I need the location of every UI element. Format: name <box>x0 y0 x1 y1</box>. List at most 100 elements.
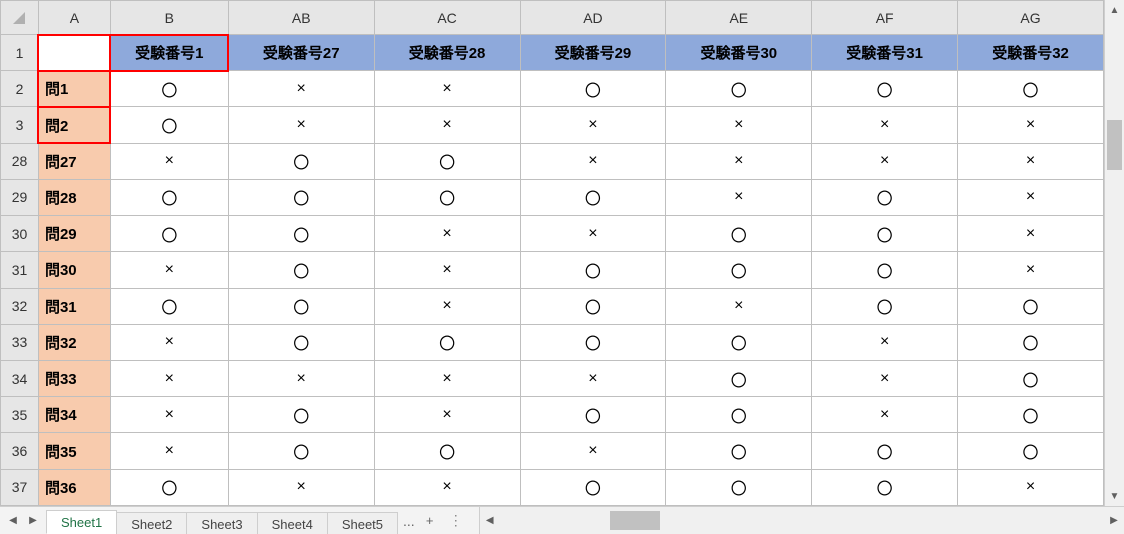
exam-number-header[interactable]: 受験番号31 <box>812 35 958 71</box>
cell-A1[interactable] <box>38 35 110 71</box>
tab-nav-prev-icon[interactable]: ◀ <box>4 512 22 530</box>
answer-cell[interactable]: 〇 <box>958 433 1104 469</box>
row-header[interactable]: 31 <box>1 252 39 288</box>
col-header-AG[interactable]: AG <box>958 1 1104 35</box>
answer-cell[interactable]: 〇 <box>812 71 958 107</box>
scroll-up-arrow-icon[interactable]: ▲ <box>1105 0 1124 20</box>
sheet-tab[interactable]: Sheet4 <box>257 512 328 534</box>
answer-cell[interactable]: 〇 <box>520 397 666 433</box>
answer-cell[interactable]: × <box>666 143 812 179</box>
scroll-left-arrow-icon[interactable]: ◀ <box>480 507 500 534</box>
row-header[interactable]: 2 <box>1 71 39 107</box>
exam-number-header[interactable]: 受験番号30 <box>666 35 812 71</box>
vscroll-thumb[interactable] <box>1107 120 1122 170</box>
row-header[interactable]: 1 <box>1 35 39 71</box>
answer-cell[interactable]: × <box>812 360 958 396</box>
answer-cell[interactable]: × <box>666 288 812 324</box>
col-header-AD[interactable]: AD <box>520 1 666 35</box>
answer-cell[interactable]: 〇 <box>110 469 228 505</box>
answer-cell[interactable]: × <box>374 288 520 324</box>
question-label[interactable]: 問34 <box>38 397 110 433</box>
answer-cell[interactable]: 〇 <box>520 469 666 505</box>
row-header[interactable]: 32 <box>1 288 39 324</box>
answer-cell[interactable]: × <box>958 107 1104 143</box>
answer-cell[interactable]: × <box>666 107 812 143</box>
col-header-AE[interactable]: AE <box>666 1 812 35</box>
answer-cell[interactable]: 〇 <box>666 216 812 252</box>
answer-cell[interactable]: 〇 <box>958 288 1104 324</box>
answer-cell[interactable]: 〇 <box>958 71 1104 107</box>
col-header-AF[interactable]: AF <box>812 1 958 35</box>
answer-cell[interactable]: × <box>520 433 666 469</box>
exam-number-header[interactable]: 受験番号29 <box>520 35 666 71</box>
answer-cell[interactable]: 〇 <box>374 143 520 179</box>
question-label[interactable]: 問2 <box>38 107 110 143</box>
row-header[interactable]: 36 <box>1 433 39 469</box>
answer-cell[interactable]: × <box>520 360 666 396</box>
horizontal-scrollbar[interactable]: ◀ ▶ <box>479 507 1124 534</box>
scroll-down-arrow-icon[interactable]: ▼ <box>1105 486 1124 506</box>
answer-cell[interactable]: 〇 <box>812 252 958 288</box>
exam-number-header[interactable]: 受験番号32 <box>958 35 1104 71</box>
question-label[interactable]: 問36 <box>38 469 110 505</box>
col-header-AC[interactable]: AC <box>374 1 520 35</box>
answer-cell[interactable]: 〇 <box>110 179 228 215</box>
answer-cell[interactable]: 〇 <box>520 288 666 324</box>
answer-cell[interactable]: 〇 <box>228 143 374 179</box>
answer-cell[interactable]: 〇 <box>666 324 812 360</box>
answer-cell[interactable]: 〇 <box>228 216 374 252</box>
answer-cell[interactable]: × <box>110 433 228 469</box>
answer-cell[interactable]: 〇 <box>110 288 228 324</box>
answer-cell[interactable]: 〇 <box>666 433 812 469</box>
answer-cell[interactable]: × <box>110 324 228 360</box>
answer-cell[interactable]: × <box>812 143 958 179</box>
answer-cell[interactable]: × <box>374 252 520 288</box>
answer-cell[interactable]: × <box>812 324 958 360</box>
scroll-right-arrow-icon[interactable]: ▶ <box>1104 507 1124 534</box>
row-header[interactable]: 28 <box>1 143 39 179</box>
sheet-tab[interactable]: Sheet1 <box>46 510 117 534</box>
row-header[interactable]: 35 <box>1 397 39 433</box>
answer-cell[interactable]: × <box>228 469 374 505</box>
answer-cell[interactable]: × <box>520 143 666 179</box>
sheet-tab[interactable]: Sheet5 <box>327 512 398 534</box>
sheet-tab[interactable]: Sheet2 <box>116 512 187 534</box>
answer-cell[interactable]: × <box>374 397 520 433</box>
answer-cell[interactable]: 〇 <box>666 252 812 288</box>
select-all-corner[interactable] <box>1 1 39 35</box>
answer-cell[interactable]: × <box>374 107 520 143</box>
sheet-tab[interactable]: Sheet3 <box>186 512 257 534</box>
answer-cell[interactable]: × <box>374 360 520 396</box>
answer-cell[interactable]: × <box>666 179 812 215</box>
answer-cell[interactable]: 〇 <box>374 433 520 469</box>
answer-cell[interactable]: × <box>812 107 958 143</box>
answer-cell[interactable]: 〇 <box>228 397 374 433</box>
answer-cell[interactable]: × <box>958 469 1104 505</box>
row-header[interactable]: 34 <box>1 360 39 396</box>
answer-cell[interactable]: 〇 <box>374 179 520 215</box>
answer-cell[interactable]: × <box>110 143 228 179</box>
question-label[interactable]: 問33 <box>38 360 110 396</box>
answer-cell[interactable]: 〇 <box>812 288 958 324</box>
exam-number-header[interactable]: 受験番号28 <box>374 35 520 71</box>
hscroll-thumb[interactable] <box>610 511 660 530</box>
question-label[interactable]: 問35 <box>38 433 110 469</box>
tabs-more-label[interactable]: ... <box>403 513 415 529</box>
question-label[interactable]: 問27 <box>38 143 110 179</box>
answer-cell[interactable]: 〇 <box>520 179 666 215</box>
answer-cell[interactable]: × <box>520 107 666 143</box>
answer-cell[interactable]: 〇 <box>666 469 812 505</box>
answer-cell[interactable]: 〇 <box>520 324 666 360</box>
answer-cell[interactable]: × <box>228 360 374 396</box>
answer-cell[interactable]: 〇 <box>812 179 958 215</box>
answer-cell[interactable]: 〇 <box>228 288 374 324</box>
answer-cell[interactable]: × <box>958 179 1104 215</box>
answer-cell[interactable]: 〇 <box>228 324 374 360</box>
vscroll-track[interactable] <box>1105 20 1124 486</box>
answer-cell[interactable]: 〇 <box>374 324 520 360</box>
vertical-scrollbar[interactable]: ▲ ▼ <box>1104 0 1124 506</box>
answer-cell[interactable]: × <box>958 143 1104 179</box>
question-label[interactable]: 問31 <box>38 288 110 324</box>
answer-cell[interactable]: 〇 <box>520 71 666 107</box>
answer-cell[interactable]: 〇 <box>812 433 958 469</box>
